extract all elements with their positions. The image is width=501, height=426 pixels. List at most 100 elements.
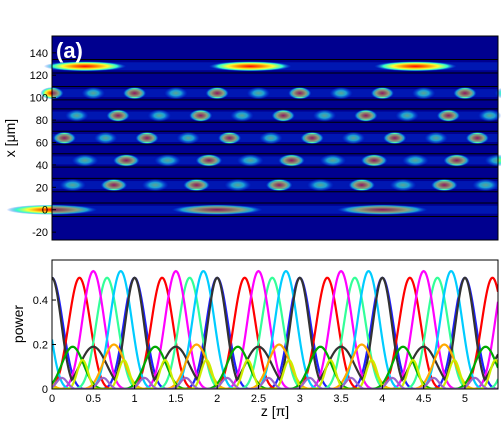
intensity-spot xyxy=(336,204,428,215)
intensity-spot xyxy=(189,109,213,122)
heatmap-y-axis-label: x [μm] xyxy=(2,119,18,157)
power-series-line xyxy=(52,276,498,389)
intensity-spot xyxy=(65,109,89,122)
intensity-spot xyxy=(402,154,429,167)
intensity-spot xyxy=(395,109,419,122)
y-tick-label: 80 xyxy=(36,115,48,127)
intensity-spot xyxy=(183,179,210,192)
x-tick-label: 4.5 xyxy=(416,393,431,405)
intensity-spot xyxy=(271,109,295,122)
intensity-spot xyxy=(329,87,353,100)
x-tick-label: 2 xyxy=(214,393,220,405)
intensity-spot xyxy=(383,132,407,144)
intensity-spot xyxy=(300,132,324,144)
intensity-spot xyxy=(360,154,388,167)
intensity-spot xyxy=(94,132,118,144)
intensity-spot xyxy=(208,61,292,72)
y-tick-label: 60 xyxy=(36,137,48,149)
intensity-spot xyxy=(319,154,347,167)
intensity-spot xyxy=(288,87,312,100)
x-tick-label: 1.5 xyxy=(168,393,183,405)
intensity-spot xyxy=(354,109,378,122)
y-tick-label: 120 xyxy=(30,70,48,82)
y-tick-label: 20 xyxy=(36,182,48,194)
x-tick-label: 0.5 xyxy=(86,393,101,405)
line-chart-y-ticks: 0 0.2 0.4 xyxy=(33,295,56,396)
waveguide-glow xyxy=(52,134,498,142)
intensity-spot xyxy=(176,132,200,144)
intensity-spot xyxy=(374,61,457,72)
intensity-spot xyxy=(195,154,223,167)
line-chart-y-axis-label: power xyxy=(10,305,26,343)
intensity-spot xyxy=(147,109,171,122)
y-tick-label: 0.2 xyxy=(33,340,48,352)
power-line-chart-panel: 0 0.5 1 1.5 2 2.5 3 3.5 4 4.5 5 0 0.2 0.4 z [π] powe… xyxy=(10,259,499,419)
intensity-spot xyxy=(348,179,375,192)
intensity-spot xyxy=(465,132,489,144)
line-chart-x-ticks: 0 0.5 1 1.5 2 2.5 3 3.5 4 4.5 5 xyxy=(49,385,468,405)
intensity-spot xyxy=(237,154,264,167)
waveguide-boundaries xyxy=(52,59,498,217)
y-tick-label: 40 xyxy=(36,160,48,172)
intensity-spot xyxy=(484,154,501,167)
intensity-spot xyxy=(43,61,127,72)
intensity-spot xyxy=(52,132,76,144)
intensity-spot xyxy=(230,109,254,122)
waveguide-glow xyxy=(52,156,498,165)
intensity-spot xyxy=(389,179,417,192)
y-tick-label: 0 xyxy=(42,205,48,217)
y-tick-label: 0 xyxy=(42,384,48,396)
intensity-spot xyxy=(205,87,229,100)
x-tick-label: 2.5 xyxy=(251,393,266,405)
line-chart-frame xyxy=(51,259,499,390)
x-tick-label: 0 xyxy=(49,393,55,405)
intensity-spot xyxy=(154,154,181,167)
panel-label: (a) xyxy=(56,38,83,63)
intensity-spot xyxy=(278,154,305,167)
waveguide-glow xyxy=(52,205,498,214)
y-tick-label: 100 xyxy=(30,93,48,105)
intensity-spot xyxy=(443,154,470,167)
intensity-spot xyxy=(113,154,140,167)
intensity-spot xyxy=(370,87,394,100)
intensity-spot xyxy=(259,132,283,144)
intensity-spot xyxy=(341,132,366,144)
heatmap-y-ticks: -20 0 20 40 60 80 100 120 140 xyxy=(30,48,56,239)
x-tick-label: 5 xyxy=(462,393,468,405)
intensity-spot xyxy=(224,179,252,192)
intensity-spot xyxy=(218,132,242,144)
intensity-spot xyxy=(142,179,169,192)
waveguide-glow xyxy=(52,181,498,190)
heatmap-intensity-marks xyxy=(6,61,501,215)
intensity-spot xyxy=(100,179,128,192)
intensity-spot xyxy=(106,109,130,122)
intensity-spot xyxy=(123,87,147,100)
line-chart-x-axis-label: z [π] xyxy=(261,403,289,419)
intensity-spot xyxy=(265,179,293,192)
intensity-spot xyxy=(412,87,436,100)
waveguide-glow xyxy=(52,89,498,98)
x-tick-label: 1 xyxy=(132,393,138,405)
y-tick-label: 0.4 xyxy=(33,295,48,307)
intensity-spot xyxy=(312,109,337,122)
y-tick-label: -20 xyxy=(32,227,48,239)
intensity-heatmap-panel: (a) -20 0 20 40 60 80 100 120 140 x [μm] xyxy=(2,35,501,241)
heatmap-frame xyxy=(51,35,499,241)
intensity-spot xyxy=(171,204,263,215)
y-tick-label: 140 xyxy=(30,48,48,60)
intensity-spot xyxy=(424,132,448,144)
x-tick-label: 3.5 xyxy=(333,393,348,405)
intensity-spot xyxy=(472,179,499,192)
intensity-spot xyxy=(246,87,271,100)
intensity-spot xyxy=(59,179,86,192)
intensity-spot xyxy=(436,109,461,122)
power-series-line xyxy=(52,276,498,383)
intensity-spot xyxy=(431,179,458,192)
intensity-spot xyxy=(307,179,334,192)
intensity-spot xyxy=(81,87,105,100)
intensity-spot xyxy=(71,154,99,167)
x-tick-label: 3 xyxy=(297,393,303,405)
intensity-spot xyxy=(453,87,477,100)
x-tick-label: 4 xyxy=(379,393,385,405)
